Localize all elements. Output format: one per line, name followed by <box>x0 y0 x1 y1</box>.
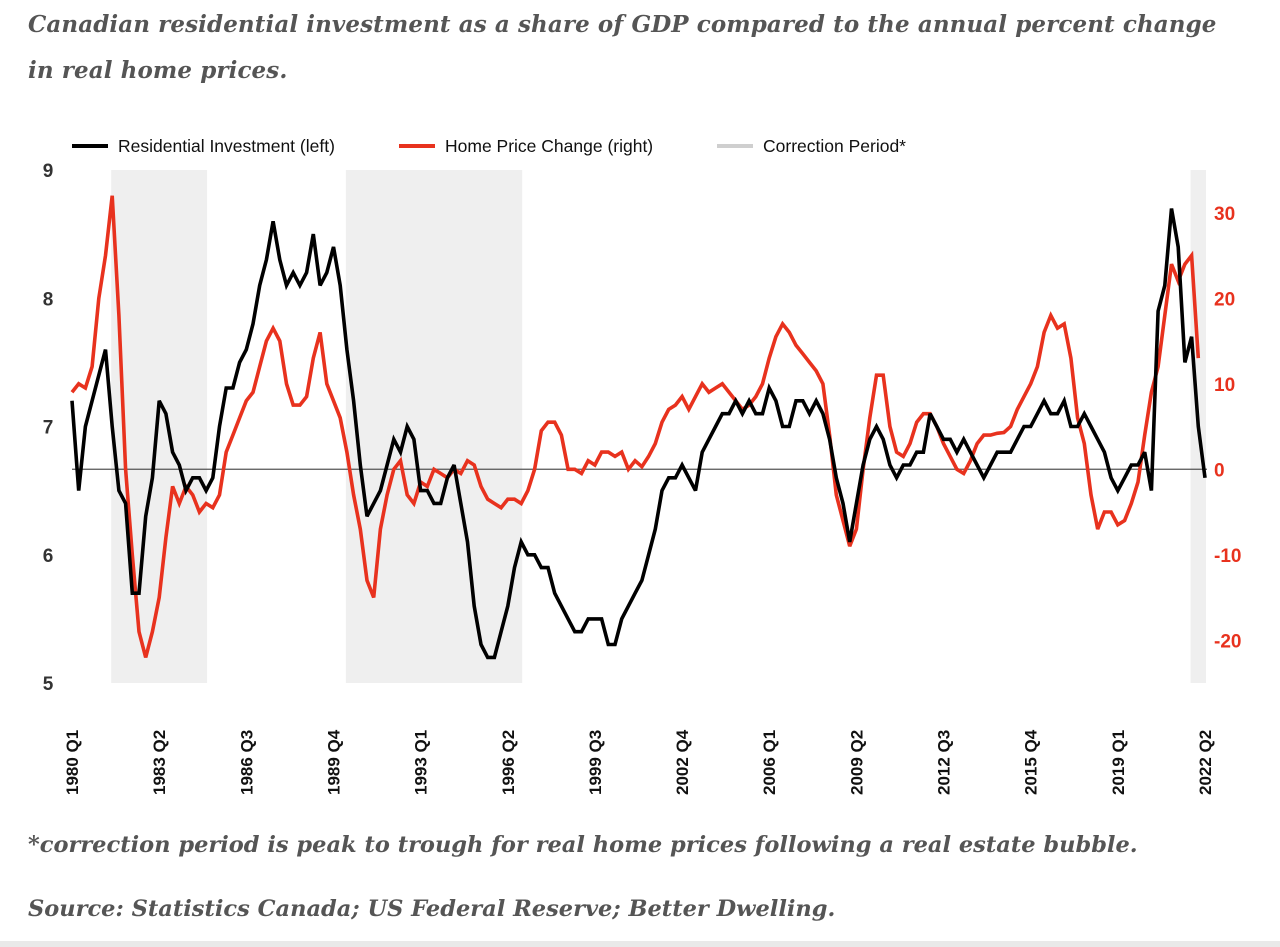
right-tick-label: 30 <box>1214 204 1235 225</box>
chart: Residential Investment (left) Home Price… <box>43 136 1242 795</box>
x-tick-label: 2019 Q1 <box>1109 730 1128 795</box>
x-tick-label: 1993 Q1 <box>412 730 431 795</box>
x-tick-label: 1999 Q3 <box>586 730 605 795</box>
x-tick-label: 2012 Q3 <box>935 730 954 795</box>
left-tick-label: 6 <box>43 546 54 567</box>
chart-title: Canadian residential investment as a sha… <box>28 11 1217 84</box>
x-tick-label: 1980 Q1 <box>63 730 82 795</box>
correction-band-1 <box>345 170 523 683</box>
x-tick-label: 2006 Q1 <box>760 730 779 795</box>
right-axis: 30 20 10 0 -10 -20 <box>1214 204 1241 653</box>
series-lines <box>70 195 1207 660</box>
x-tick-label: 2015 Q4 <box>1022 729 1041 795</box>
left-axis: 9 8 7 6 5 <box>43 161 54 695</box>
footnote: *correction period is peak to trough for… <box>28 832 1138 858</box>
left-tick-label: 5 <box>43 674 54 695</box>
x-tick-label: 1986 Q3 <box>237 730 256 795</box>
x-axis: 1980 Q1 1983 Q2 1986 Q3 1989 Q4 1993 Q1 1996 … <box>63 729 1215 795</box>
bottom-edge <box>0 941 1280 947</box>
source-note: Source: Statistics Canada; US Federal Re… <box>28 896 836 922</box>
right-tick-label: 20 <box>1214 289 1235 310</box>
series-line-residential-investment <box>70 208 1207 660</box>
series-line-home-price-change <box>70 195 1201 658</box>
left-tick-label: 7 <box>43 418 54 439</box>
x-tick-label: 1996 Q2 <box>499 730 518 795</box>
correction-bands <box>111 170 1206 683</box>
legend: Residential Investment (left) Home Price… <box>72 136 906 156</box>
x-tick-label: 2002 Q4 <box>673 729 692 795</box>
right-tick-label: 10 <box>1214 375 1235 396</box>
x-tick-label: 1983 Q2 <box>150 730 169 795</box>
legend-label-correction: Correction Period* <box>763 136 906 156</box>
right-tick-label: -20 <box>1214 631 1241 652</box>
right-tick-label: -10 <box>1214 546 1241 567</box>
legend-label-investment: Residential Investment (left) <box>118 136 335 156</box>
x-tick-label: 2009 Q2 <box>847 730 866 795</box>
right-tick-label: 0 <box>1214 460 1225 481</box>
left-tick-label: 9 <box>43 161 54 182</box>
x-tick-label: 1989 Q4 <box>324 729 343 795</box>
legend-label-price-change: Home Price Change (right) <box>445 136 653 156</box>
x-tick-label: 2022 Q2 <box>1196 730 1215 795</box>
left-tick-label: 8 <box>43 289 54 310</box>
